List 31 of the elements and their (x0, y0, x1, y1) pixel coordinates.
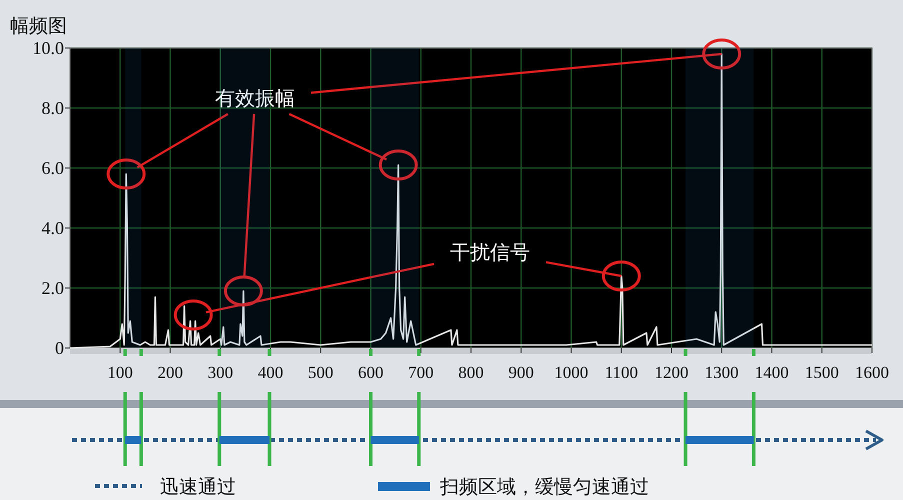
y-tick-label: 0 (55, 338, 64, 358)
x-tick-label: 1600 (855, 363, 889, 382)
x-tick-label: 1200 (654, 363, 688, 382)
x-tick-label: 300 (208, 363, 234, 382)
point (378, 150, 418, 180)
x-tick-label: 900 (508, 363, 534, 382)
point (224, 276, 263, 306)
x-tick-label: 100 (107, 363, 133, 382)
point (106, 158, 146, 190)
annotation: 有效振幅 (215, 86, 295, 110)
x-tick-label: 1500 (804, 363, 839, 382)
y-tick-label: 8.0 (42, 98, 64, 118)
x-tick-label: 200 (158, 363, 183, 382)
x-tick-label: 1300 (704, 363, 739, 382)
y-tick-label: 2.0 (42, 278, 64, 298)
y-tick-label: 6.0 (42, 158, 64, 178)
x-tick-label: 500 (308, 363, 334, 382)
y-tick-label: 10.0 (32, 38, 64, 58)
x-tick-label: 1400 (754, 363, 789, 382)
annotation: 干扰信号 (450, 240, 530, 264)
x-tick-label: 1100 (604, 363, 638, 382)
y-tick-label: 4.0 (42, 218, 64, 238)
point (702, 38, 742, 70)
chart-title: 幅频图 (10, 15, 67, 37)
x-tick-label: 700 (408, 363, 434, 382)
x-tick-label: 1000 (554, 363, 588, 382)
x-tick-label: 800 (458, 363, 484, 382)
point (174, 300, 213, 330)
x-tick-label: 400 (258, 363, 284, 382)
x-tick-label: 600 (358, 363, 384, 382)
point (602, 260, 641, 292)
